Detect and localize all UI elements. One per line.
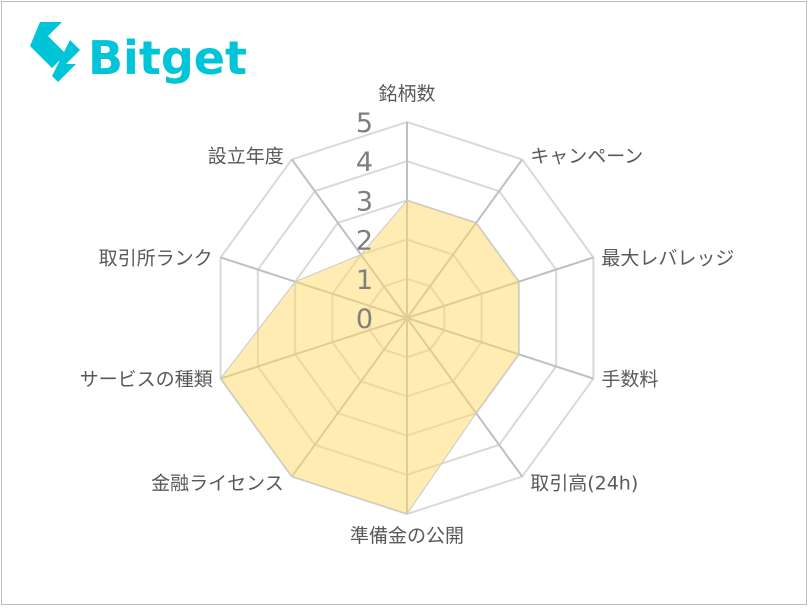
category-label: サービスの種類: [80, 369, 213, 391]
category-label: 設立年度: [208, 145, 284, 167]
category-label: 準備金の公開: [350, 525, 464, 547]
category-label: 取引所ランク: [99, 247, 213, 269]
tick-label: 4: [356, 147, 373, 178]
bitget-logo-icon: [30, 22, 80, 82]
tick-label: 1: [356, 265, 373, 296]
category-label: 最大レバレッジ: [601, 247, 734, 269]
tick-label: 0: [356, 304, 373, 335]
category-label: 銘柄数: [378, 83, 435, 105]
tick-label: 3: [356, 186, 373, 217]
tick-label: 2: [356, 226, 373, 257]
category-label: キャンペーン: [530, 145, 643, 167]
category-label: 手数料: [601, 369, 658, 391]
logo-text: Bitget: [88, 31, 247, 85]
bitget-logo: Bitget: [30, 22, 247, 85]
category-label: 取引高(24h): [530, 473, 638, 495]
category-label: 金融ライセンス: [151, 473, 284, 495]
series-area: [219, 199, 520, 515]
tick-label: 5: [356, 108, 373, 139]
